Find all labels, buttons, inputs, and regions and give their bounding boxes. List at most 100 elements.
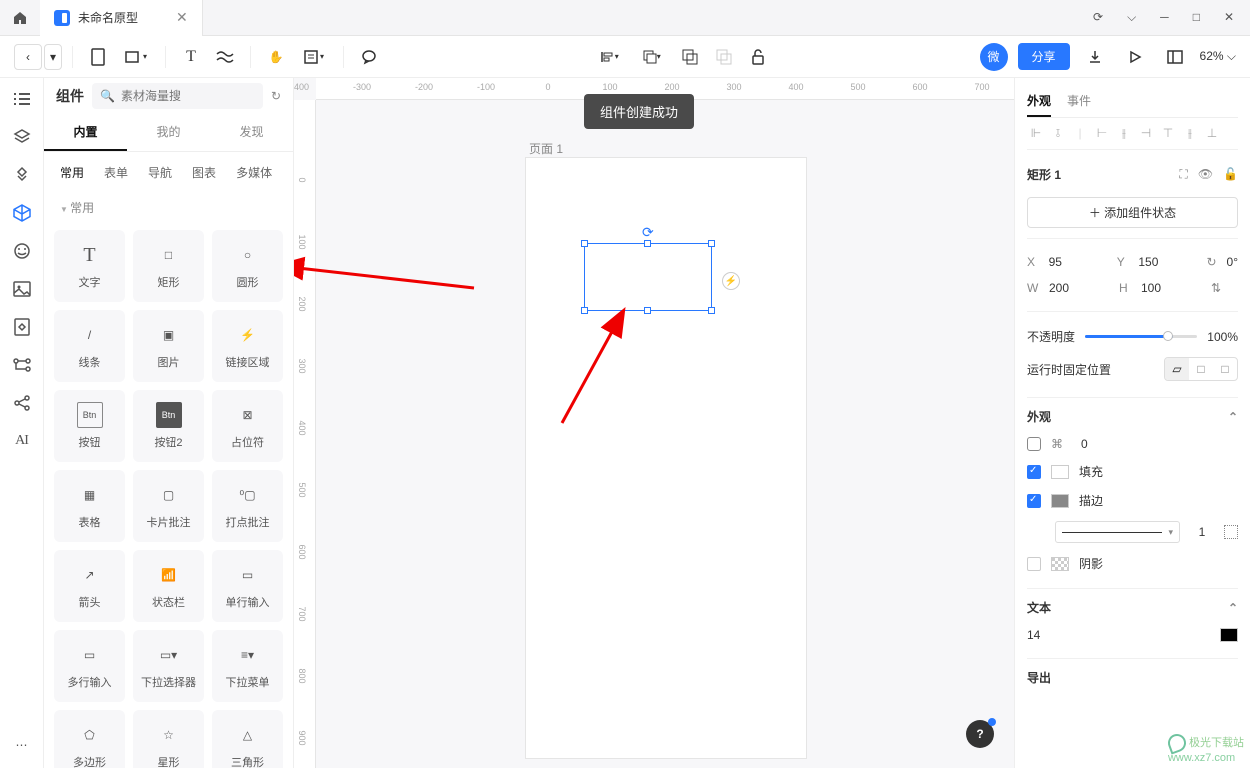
stroke-style-select[interactable]: ▾ — [1055, 521, 1180, 543]
note-tool[interactable]: ▾ — [295, 42, 333, 72]
lock-icon[interactable]: 🔓 — [1223, 167, 1238, 182]
text-tool[interactable]: T — [176, 42, 206, 72]
align-r-icon[interactable]: ⊣ — [1137, 126, 1155, 141]
align-t-icon[interactable]: ⊤ — [1159, 126, 1177, 141]
rail-image-icon[interactable] — [11, 278, 33, 300]
align-left-icon[interactable]: ⊩ — [1027, 126, 1045, 141]
rail-components-icon[interactable] — [11, 202, 33, 224]
rail-more-icon[interactable]: ⋯ — [11, 734, 33, 756]
download-icon[interactable] — [1080, 42, 1110, 72]
component-星形[interactable]: ☆星形 — [133, 710, 204, 768]
y-value[interactable]: 150 — [1138, 255, 1196, 269]
component-多边形[interactable]: ⬠多边形 — [54, 710, 125, 768]
component-占位符[interactable]: ⊠占位符 — [212, 390, 283, 462]
fixed-opt-1[interactable]: ▱ — [1165, 358, 1189, 380]
shadow-swatch[interactable] — [1051, 557, 1069, 571]
maximize-icon[interactable]: □ — [1193, 10, 1200, 25]
rail-flow-icon[interactable] — [11, 354, 33, 376]
minimize-icon[interactable]: ─ — [1160, 10, 1169, 25]
shape-name[interactable]: 矩形 1 — [1027, 166, 1061, 183]
h-value[interactable]: 100 — [1141, 281, 1201, 295]
reload-icon[interactable]: ⟳ — [1093, 10, 1103, 25]
rail-share-icon[interactable] — [11, 392, 33, 414]
close-window-icon[interactable]: ✕ — [1224, 10, 1234, 25]
component-状态栏[interactable]: 📶状态栏 — [133, 550, 204, 622]
cat-form[interactable]: 表单 — [96, 160, 136, 185]
zoom-level[interactable]: 62% ⌵ — [1200, 49, 1236, 64]
shadow-checkbox[interactable] — [1027, 557, 1041, 571]
tab-close-icon[interactable]: ✕ — [176, 9, 188, 26]
component-箭头[interactable]: ↗箭头 — [54, 550, 125, 622]
x-value[interactable]: 95 — [1049, 255, 1107, 269]
cat-common[interactable]: 常用 — [52, 160, 92, 185]
fixed-opt-3[interactable]: □ — [1213, 358, 1237, 380]
path-tool[interactable] — [210, 42, 240, 72]
cat-media[interactable]: 多媒体 — [228, 160, 280, 185]
rail-template-icon[interactable] — [11, 316, 33, 338]
add-state-button[interactable]: ＋ 添加组件状态 — [1027, 197, 1238, 228]
align-b-icon[interactable]: ⊥ — [1203, 126, 1221, 141]
bounds-icon[interactable]: ⛶ — [1179, 167, 1187, 182]
cat-nav[interactable]: 导航 — [140, 160, 180, 185]
component-下拉菜单[interactable]: ≡▾下拉菜单 — [212, 630, 283, 702]
stroke-swatch[interactable] — [1051, 494, 1069, 508]
align-vm-icon[interactable]: ⫲ — [1181, 126, 1199, 141]
component-三角形[interactable]: △三角形 — [212, 710, 283, 768]
opacity-value[interactable]: 100% — [1207, 330, 1238, 344]
tab-discover[interactable]: 发现 — [210, 114, 293, 151]
fill-checkbox[interactable] — [1027, 465, 1041, 479]
component-图片[interactable]: ▣图片 — [133, 310, 204, 382]
tab-mine[interactable]: 我的 — [127, 114, 210, 151]
rail-assets-icon[interactable] — [11, 164, 33, 186]
fixed-segment[interactable]: ▱ □ □ — [1164, 357, 1238, 381]
fixed-opt-2[interactable]: □ — [1189, 358, 1213, 380]
back-dropdown[interactable]: ▾ — [44, 44, 62, 70]
component-下拉选择器[interactable]: ▭▾下拉选择器 — [133, 630, 204, 702]
rotate-handle-icon[interactable]: ⟳ — [642, 224, 654, 241]
document-tab[interactable]: 未命名原型 ✕ — [40, 0, 203, 36]
cat-chart[interactable]: 图表 — [184, 160, 224, 185]
align-m-icon[interactable]: ⫲ — [1115, 126, 1133, 141]
component-链接区域[interactable]: ⚡链接区域 — [212, 310, 283, 382]
boolop-tool[interactable] — [675, 42, 705, 72]
radius-value[interactable]: 0 — [1081, 437, 1238, 451]
component-按钮[interactable]: Btn按钮 — [54, 390, 125, 462]
section-common[interactable]: 常用 — [44, 193, 293, 222]
avatar-badge[interactable]: 微 — [980, 43, 1008, 71]
component-表格[interactable]: ▦表格 — [54, 470, 125, 542]
component-多行输入[interactable]: ▭多行输入 — [54, 630, 125, 702]
fill-swatch[interactable] — [1051, 465, 1069, 479]
w-value[interactable]: 200 — [1049, 281, 1109, 295]
search-field[interactable] — [121, 89, 255, 103]
arrange-tool[interactable]: ▾ — [633, 42, 671, 72]
tab-builtin[interactable]: 内置 — [44, 114, 127, 151]
rail-ai-icon[interactable]: AI — [11, 430, 33, 452]
play-icon[interactable] — [1120, 42, 1150, 72]
component-单行输入[interactable]: ▭单行输入 — [212, 550, 283, 622]
rail-emoji-icon[interactable] — [11, 240, 33, 262]
component-线条[interactable]: /线条 — [54, 310, 125, 382]
stroke-pos-icon[interactable] — [1224, 525, 1238, 539]
interaction-handle-icon[interactable]: ⚡ — [722, 272, 740, 290]
unlock-tool[interactable] — [743, 42, 773, 72]
component-矩形[interactable]: □矩形 — [133, 230, 204, 302]
align-center-icon[interactable]: ⫱ — [1049, 126, 1067, 141]
link-wh-icon[interactable]: ⇅ — [1211, 281, 1221, 295]
corners-icon[interactable]: ⌘ — [1051, 437, 1063, 451]
stroke-checkbox[interactable] — [1027, 494, 1041, 508]
component-卡片批注[interactable]: ▢卡片批注 — [133, 470, 204, 542]
tab-events[interactable]: 事件 — [1067, 86, 1091, 117]
share-button[interactable]: 分享 — [1018, 43, 1070, 70]
file-icon[interactable] — [83, 42, 113, 72]
font-size[interactable]: 14 — [1027, 628, 1210, 642]
align-l-icon[interactable]: ⊢ — [1093, 126, 1111, 141]
tab-appearance[interactable]: 外观 — [1027, 86, 1051, 117]
search-input[interactable]: 🔍 — [92, 83, 263, 109]
component-打点批注[interactable]: ⁰▢打点批注 — [212, 470, 283, 542]
back-button[interactable]: ‹ — [14, 44, 42, 70]
canvas[interactable]: -400-300-200-100010020030040050060070080… — [294, 78, 1014, 768]
stroke-width[interactable]: 1 — [1190, 525, 1214, 539]
component-圆形[interactable]: ○圆形 — [212, 230, 283, 302]
page-label[interactable]: 页面 1 — [529, 140, 563, 157]
collapse-icon-2[interactable]: ⌃ — [1228, 601, 1238, 615]
